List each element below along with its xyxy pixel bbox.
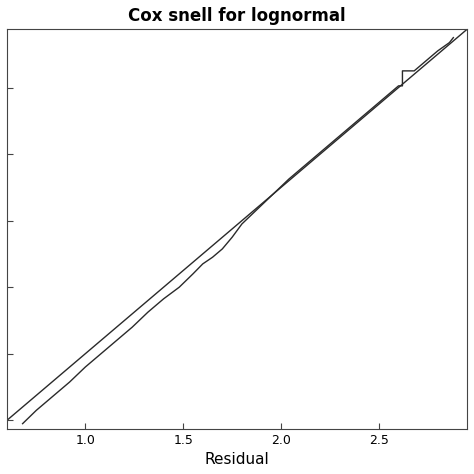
Title: Cox snell for lognormal: Cox snell for lognormal <box>128 7 346 25</box>
X-axis label: Residual: Residual <box>205 452 269 467</box>
